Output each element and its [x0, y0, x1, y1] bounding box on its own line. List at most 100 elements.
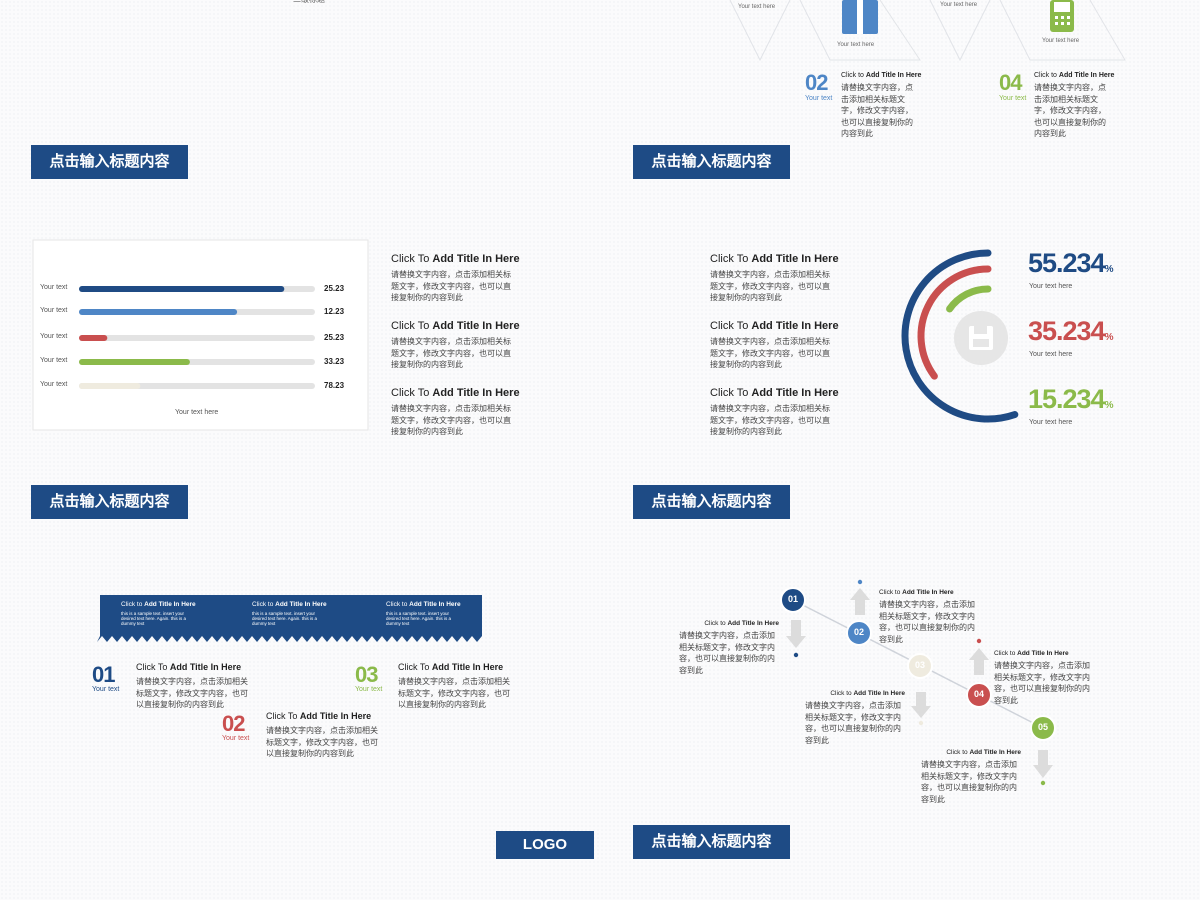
timeline-node: [780, 587, 806, 613]
item-sub: Your text: [222, 735, 250, 742]
arc: [917, 265, 992, 380]
bar-label: Your text: [40, 284, 68, 291]
title-bold: Add Title In Here: [432, 387, 520, 399]
banner: 点击输入标题内容: [633, 825, 790, 859]
title-bold: Add Title In Here: [751, 253, 839, 265]
item-title: Click to Add Title In Here: [921, 749, 1021, 756]
stat-value: 35.234%: [1028, 316, 1113, 347]
title-bold: Add Title In Here: [751, 320, 839, 332]
column-body: this is a sample text. insert your desir…: [386, 611, 452, 626]
bar-label: Your text: [40, 381, 68, 388]
bar-value: 25.23: [324, 284, 345, 293]
stat-unit: %: [1104, 264, 1114, 275]
timeline-node: [1030, 715, 1056, 741]
icon-label: Your text here: [1042, 38, 1080, 44]
title-bold: Add Title In Here: [432, 320, 520, 332]
stat-label: Your text here: [1029, 351, 1073, 358]
item-title: Click To Add Title In Here: [266, 711, 371, 721]
node-label: 05: [1037, 722, 1048, 732]
node-label: 02: [853, 627, 864, 637]
zigzag-banner: [97, 595, 482, 642]
bar-label: Your text: [40, 357, 68, 364]
item-sub: Your text: [92, 686, 120, 693]
title-bold: Add Title In Here: [902, 589, 954, 596]
item-body: 请替换文字内容，点击添加相关标题文字，修改文字内容，也可以直接复制你的内容到此: [136, 677, 248, 709]
save-icon: [969, 326, 993, 350]
item-number: 02: [222, 711, 246, 736]
item-title: Click to Add Title In Here: [1034, 72, 1114, 79]
item-body: 请替换文字内容，点击添加相关标题文字，修改文字内容，也可以直接复制你的内容到此: [1034, 83, 1106, 138]
arc: [901, 249, 1019, 423]
stat-label: Your text here: [1029, 419, 1073, 426]
stat-value: 55.234%: [1028, 248, 1113, 279]
bar-label: Your text: [40, 333, 68, 340]
item-title: Click To Add Title In Here: [391, 320, 520, 332]
column-body: this is a sample text. insert your desir…: [121, 611, 187, 626]
node-label: 03: [914, 660, 925, 670]
title-lead: Click to: [946, 749, 970, 756]
item-sub: Your text: [805, 95, 833, 102]
stat-number: 55.234: [1028, 248, 1106, 278]
item-body: 请替换文字内容，点击添加相关标题文字，修改文字内容，也可以直接复制你的内容到此: [710, 404, 830, 436]
stat-value: 15.234%: [1028, 384, 1113, 415]
bar-value: 12.23: [324, 307, 345, 316]
timeline-node: [907, 653, 933, 679]
title-lead: Click to: [830, 690, 854, 697]
item-body: 请替换文字内容，点击添加相关标题文字，修改文字内容，也可以直接复制你的内容到此: [994, 661, 1090, 705]
title-lead: Click To: [266, 711, 300, 721]
stat-number: 15.234: [1028, 384, 1106, 414]
item-title: Click to Add Title In Here: [994, 650, 1094, 657]
title-lead: Click To: [710, 320, 752, 332]
title-bold: Add Title In Here: [144, 601, 196, 608]
icon-label: Your text here: [940, 2, 978, 8]
title-bold: Add Title In Here: [751, 387, 839, 399]
title-bold: Add Title In Here: [299, 711, 372, 721]
banner: 点击输入标题内容: [633, 485, 790, 519]
title-bold: Add Title In Here: [1017, 650, 1069, 657]
title-bold: Add Title In Here: [169, 662, 242, 672]
bar-value: 25.23: [324, 333, 345, 342]
item-body: 请替换文字内容，点击添加相关标题文字，修改文字内容，也可以直接复制你的内容到此: [710, 270, 830, 302]
title-lead: Click to: [1034, 72, 1059, 79]
item-title: Click To Add Title In Here: [391, 387, 520, 399]
title-lead: Click To: [398, 662, 432, 672]
item-sub: Your text: [999, 95, 1027, 102]
column-body: this is a sample text. insert your desir…: [252, 611, 318, 626]
title-lead: Click to: [994, 650, 1018, 657]
item-sub: Your text: [355, 686, 383, 693]
stat-label: Your text here: [1029, 283, 1073, 290]
bar: [79, 309, 238, 315]
title-bold: Add Title In Here: [969, 749, 1021, 756]
bar-track: [79, 335, 315, 341]
decor-triangles: [729, 0, 1126, 62]
icon-label: Your text here: [738, 4, 776, 10]
bar-label: Your text: [40, 307, 68, 314]
gift-icon: [842, 0, 878, 34]
title-lead: Click To: [136, 662, 170, 672]
title-lead: Click to: [879, 589, 903, 596]
bar-value: 33.23: [324, 357, 345, 366]
item-body: 请替换文字内容，点击添加相关标题文字，修改文字内容，也可以直接复制你的内容到此: [266, 726, 378, 758]
item-body: 请替换文字内容，点击添加相关标题文字，修改文字内容，也可以直接复制你的内容到此: [879, 600, 975, 644]
banner: 点击输入标题内容: [31, 145, 188, 179]
item-number: 03: [355, 662, 379, 687]
title-bold: Add Title In Here: [727, 620, 779, 627]
title-bold: Add Title In Here: [275, 601, 327, 608]
item-title: Click to Add Title In Here: [841, 72, 921, 79]
item-title: Click To Add Title In Here: [398, 662, 503, 672]
timeline-node: [846, 620, 872, 646]
item-body: 请替换文字内容，点击添加相关标题文字，修改文字内容，也可以直接复制你的内容到此: [921, 760, 1017, 804]
title-bold: Add Title In Here: [409, 601, 461, 608]
item-title: Click To Add Title In Here: [710, 253, 839, 265]
stat-number: 35.234: [1028, 316, 1106, 346]
arrows: [786, 588, 1053, 778]
bullet-text: 二级标题: [293, 0, 325, 5]
bar: [79, 383, 141, 389]
item-number: 04: [999, 70, 1023, 95]
dots: [793, 579, 1046, 786]
bar: [79, 286, 285, 292]
bar: [79, 359, 190, 365]
title-lead: Click to: [386, 601, 410, 608]
item-title: Click To Add Title In Here: [136, 662, 241, 672]
